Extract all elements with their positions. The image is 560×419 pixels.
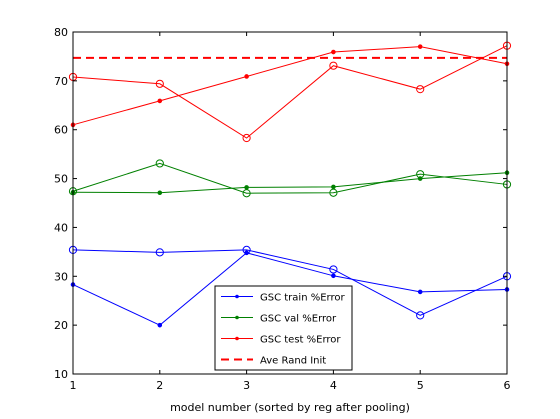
data-point-circle	[155, 248, 164, 257]
data-point-circle	[242, 133, 251, 143]
y-tick-label: 60	[54, 124, 68, 137]
data-point-circle	[329, 188, 338, 197]
data-point-circle	[242, 189, 251, 198]
data-point-circle	[329, 265, 338, 274]
x-tick-label: 5	[417, 379, 424, 392]
data-point-dot	[331, 49, 336, 55]
plot-frame	[72, 31, 508, 375]
axes-layer: 1 2 3 4 5 6 10 20 30 40 50 60 70 80	[54, 26, 511, 392]
data-point-circle	[416, 311, 425, 320]
series-line-2	[72, 172, 508, 194]
x-tick-label: 4	[330, 379, 337, 392]
legend: GSC train %Error GSC val %Error GSC test %…	[214, 285, 353, 371]
legend-box	[214, 285, 353, 371]
data-point-circle	[416, 170, 425, 179]
data-point-dot	[331, 273, 336, 279]
data-point-circle	[155, 79, 164, 88]
series-line-0	[72, 252, 508, 326]
x-tick-label: 2	[156, 379, 163, 392]
legend-marker	[235, 336, 239, 341]
series-line-3	[72, 162, 508, 194]
y-tick-label: 30	[54, 270, 68, 283]
data-point-circle	[329, 61, 338, 70]
y-tick-label: 10	[54, 368, 68, 381]
series-line-4	[72, 46, 508, 126]
legend-label: GSC test %Error	[260, 335, 341, 346]
x-tick-label: 6	[504, 379, 511, 392]
y-tick-label: 70	[54, 75, 68, 88]
series-line-5	[72, 45, 508, 139]
legend-marker	[235, 315, 239, 320]
series-line-1	[72, 249, 508, 316]
data-point-circle	[155, 159, 164, 168]
data-point-circle	[242, 245, 251, 255]
legend-label: Ave Rand Init	[260, 356, 326, 367]
data-point-dot	[157, 190, 163, 196]
x-axis-label: model number (sorted by reg after poolin…	[170, 401, 410, 414]
y-tick-label: 40	[54, 221, 68, 234]
data-point-dot	[244, 185, 249, 190]
y-tick-label: 50	[54, 173, 68, 186]
series-layer	[68, 41, 512, 328]
legend-label: GSC train %Error	[260, 293, 345, 304]
y-tick-label: 80	[54, 26, 68, 39]
data-point-dot	[417, 44, 423, 49]
data-point-dot	[417, 289, 423, 295]
x-tick-label: 3	[243, 379, 250, 392]
legend-label: GSC val %Error	[260, 314, 337, 325]
data-point-dot	[244, 74, 249, 79]
x-tick-label: 1	[70, 379, 77, 392]
y-tick-label: 20	[54, 319, 68, 332]
data-point-dot	[331, 184, 336, 190]
legend-marker	[235, 294, 239, 299]
data-point-circle	[416, 85, 425, 94]
data-point-dot	[157, 98, 163, 104]
data-point-dot	[157, 322, 163, 328]
